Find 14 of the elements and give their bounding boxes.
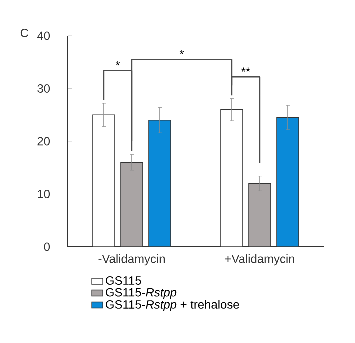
y-tick-label: 40 <box>37 32 50 40</box>
y-tick-label: 30 <box>38 84 50 93</box>
legend-label: GS115-Rstpp + trehalose <box>106 300 240 312</box>
y-tick-label: 0 <box>44 242 50 252</box>
x-tick-label: -Validamycin <box>98 254 165 266</box>
annotation: * <box>116 61 120 66</box>
legend-label: GS115 <box>106 276 142 285</box>
annotation: * <box>180 50 184 55</box>
text: C <box>20 28 28 38</box>
annotation: ** <box>242 68 250 72</box>
y-tick-label: 20 <box>38 137 50 146</box>
x-tick-label: +Validamycin <box>225 254 294 266</box>
y-tick-label: 10 <box>38 190 50 198</box>
legend-label: GS115-Rstpp <box>106 288 177 300</box>
